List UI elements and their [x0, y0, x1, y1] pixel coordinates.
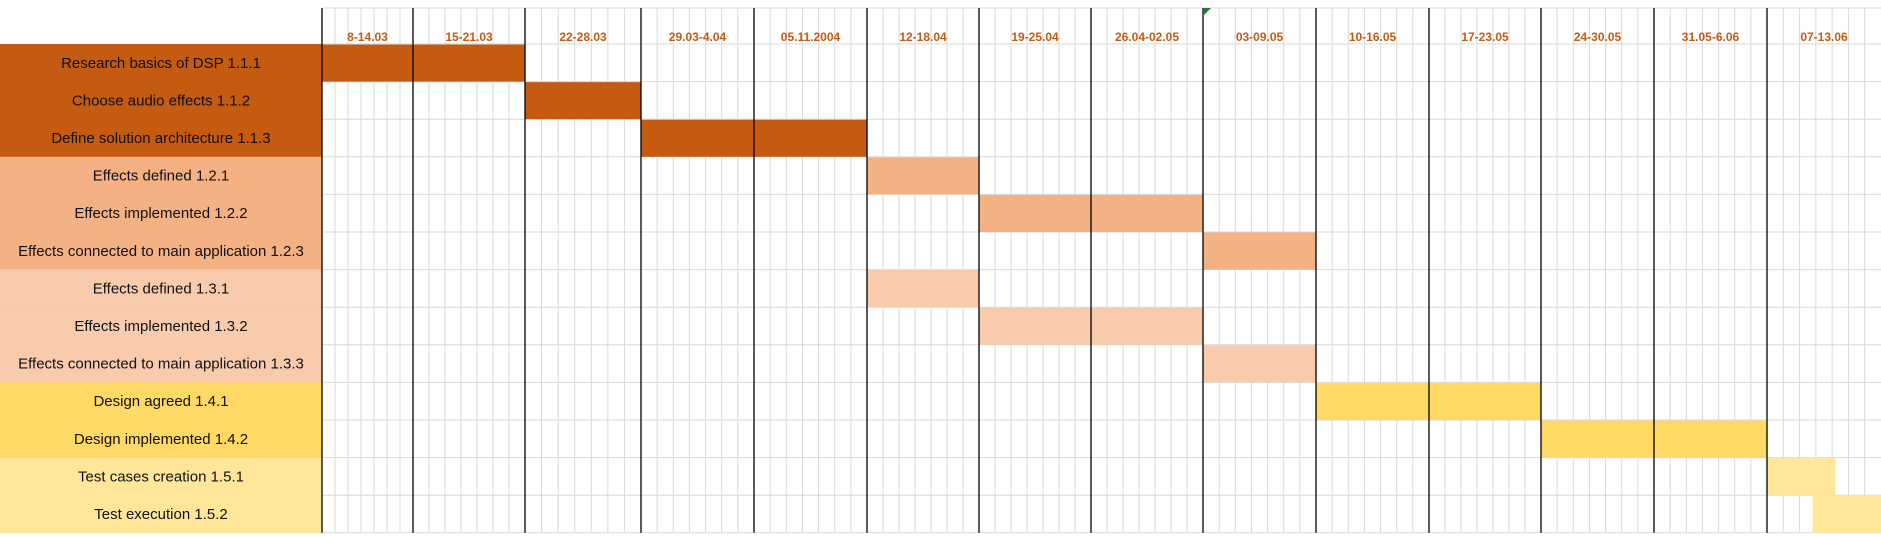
- task-label-cell: [0, 457, 322, 496]
- cell-marker-icon: [1203, 8, 1211, 16]
- task-bar: [1203, 345, 1316, 383]
- task-label-cell: [0, 307, 322, 346]
- task-label: Design agreed 1.4.1: [93, 393, 228, 410]
- task-label: Define solution architecture 1.1.3: [51, 130, 270, 147]
- task-label-cell: [0, 269, 322, 308]
- task-label-cell: [0, 344, 322, 383]
- task-label: Test execution 1.5.2: [94, 506, 227, 523]
- period-label: 03-09.05: [1236, 30, 1284, 44]
- task-bar: [867, 157, 979, 195]
- task-label: Test cases creation 1.5.1: [78, 468, 244, 485]
- task-label: Choose audio effects 1.1.2: [72, 92, 250, 109]
- period-label: 29.03-4.04: [669, 30, 727, 44]
- period-label: 15-21.03: [445, 30, 493, 44]
- task-bar: [322, 44, 525, 82]
- task-label: Research basics of DSP 1.1.1: [61, 55, 261, 72]
- task-label-cell: [0, 44, 322, 83]
- task-bar: [525, 82, 641, 120]
- task-label-cell: [0, 156, 322, 195]
- task-label-cell: [0, 81, 322, 120]
- period-label: 10-16.05: [1349, 30, 1397, 44]
- period-label: 24-30.05: [1574, 30, 1622, 44]
- period-label: 26.04-02.05: [1115, 30, 1179, 44]
- task-bar: [867, 270, 979, 308]
- task-label-cell: [0, 382, 322, 421]
- task-label: Effects implemented 1.3.2: [74, 318, 247, 335]
- task-label: Design implemented 1.4.2: [74, 431, 248, 448]
- task-label-cell: [0, 194, 322, 233]
- task-bar: [1203, 232, 1316, 270]
- task-bar: [1767, 458, 1836, 496]
- task-bar: [1812, 495, 1881, 533]
- period-label: 07-13.06: [1800, 30, 1848, 44]
- period-label: 31.05-6.06: [1682, 30, 1740, 44]
- task-label: Effects defined 1.3.1: [93, 280, 230, 297]
- task-label-cell: [0, 420, 322, 459]
- period-label: 22-28.03: [559, 30, 607, 44]
- period-label: 17-23.05: [1461, 30, 1509, 44]
- task-label: Effects connected to main application 1.…: [18, 356, 304, 373]
- task-label-cell: [0, 119, 322, 158]
- task-label-cell: [0, 495, 322, 534]
- period-label: 8-14.03: [347, 30, 388, 44]
- task-label-cell: [0, 232, 322, 271]
- task-label: Effects defined 1.2.1: [93, 168, 230, 185]
- task-label: Effects connected to main application 1.…: [18, 243, 304, 260]
- period-label: 12-18.04: [899, 30, 947, 44]
- task-label: Effects implemented 1.2.2: [74, 205, 247, 222]
- period-label: 05.11.2004: [781, 30, 841, 44]
- period-label: 19-25.04: [1011, 30, 1059, 44]
